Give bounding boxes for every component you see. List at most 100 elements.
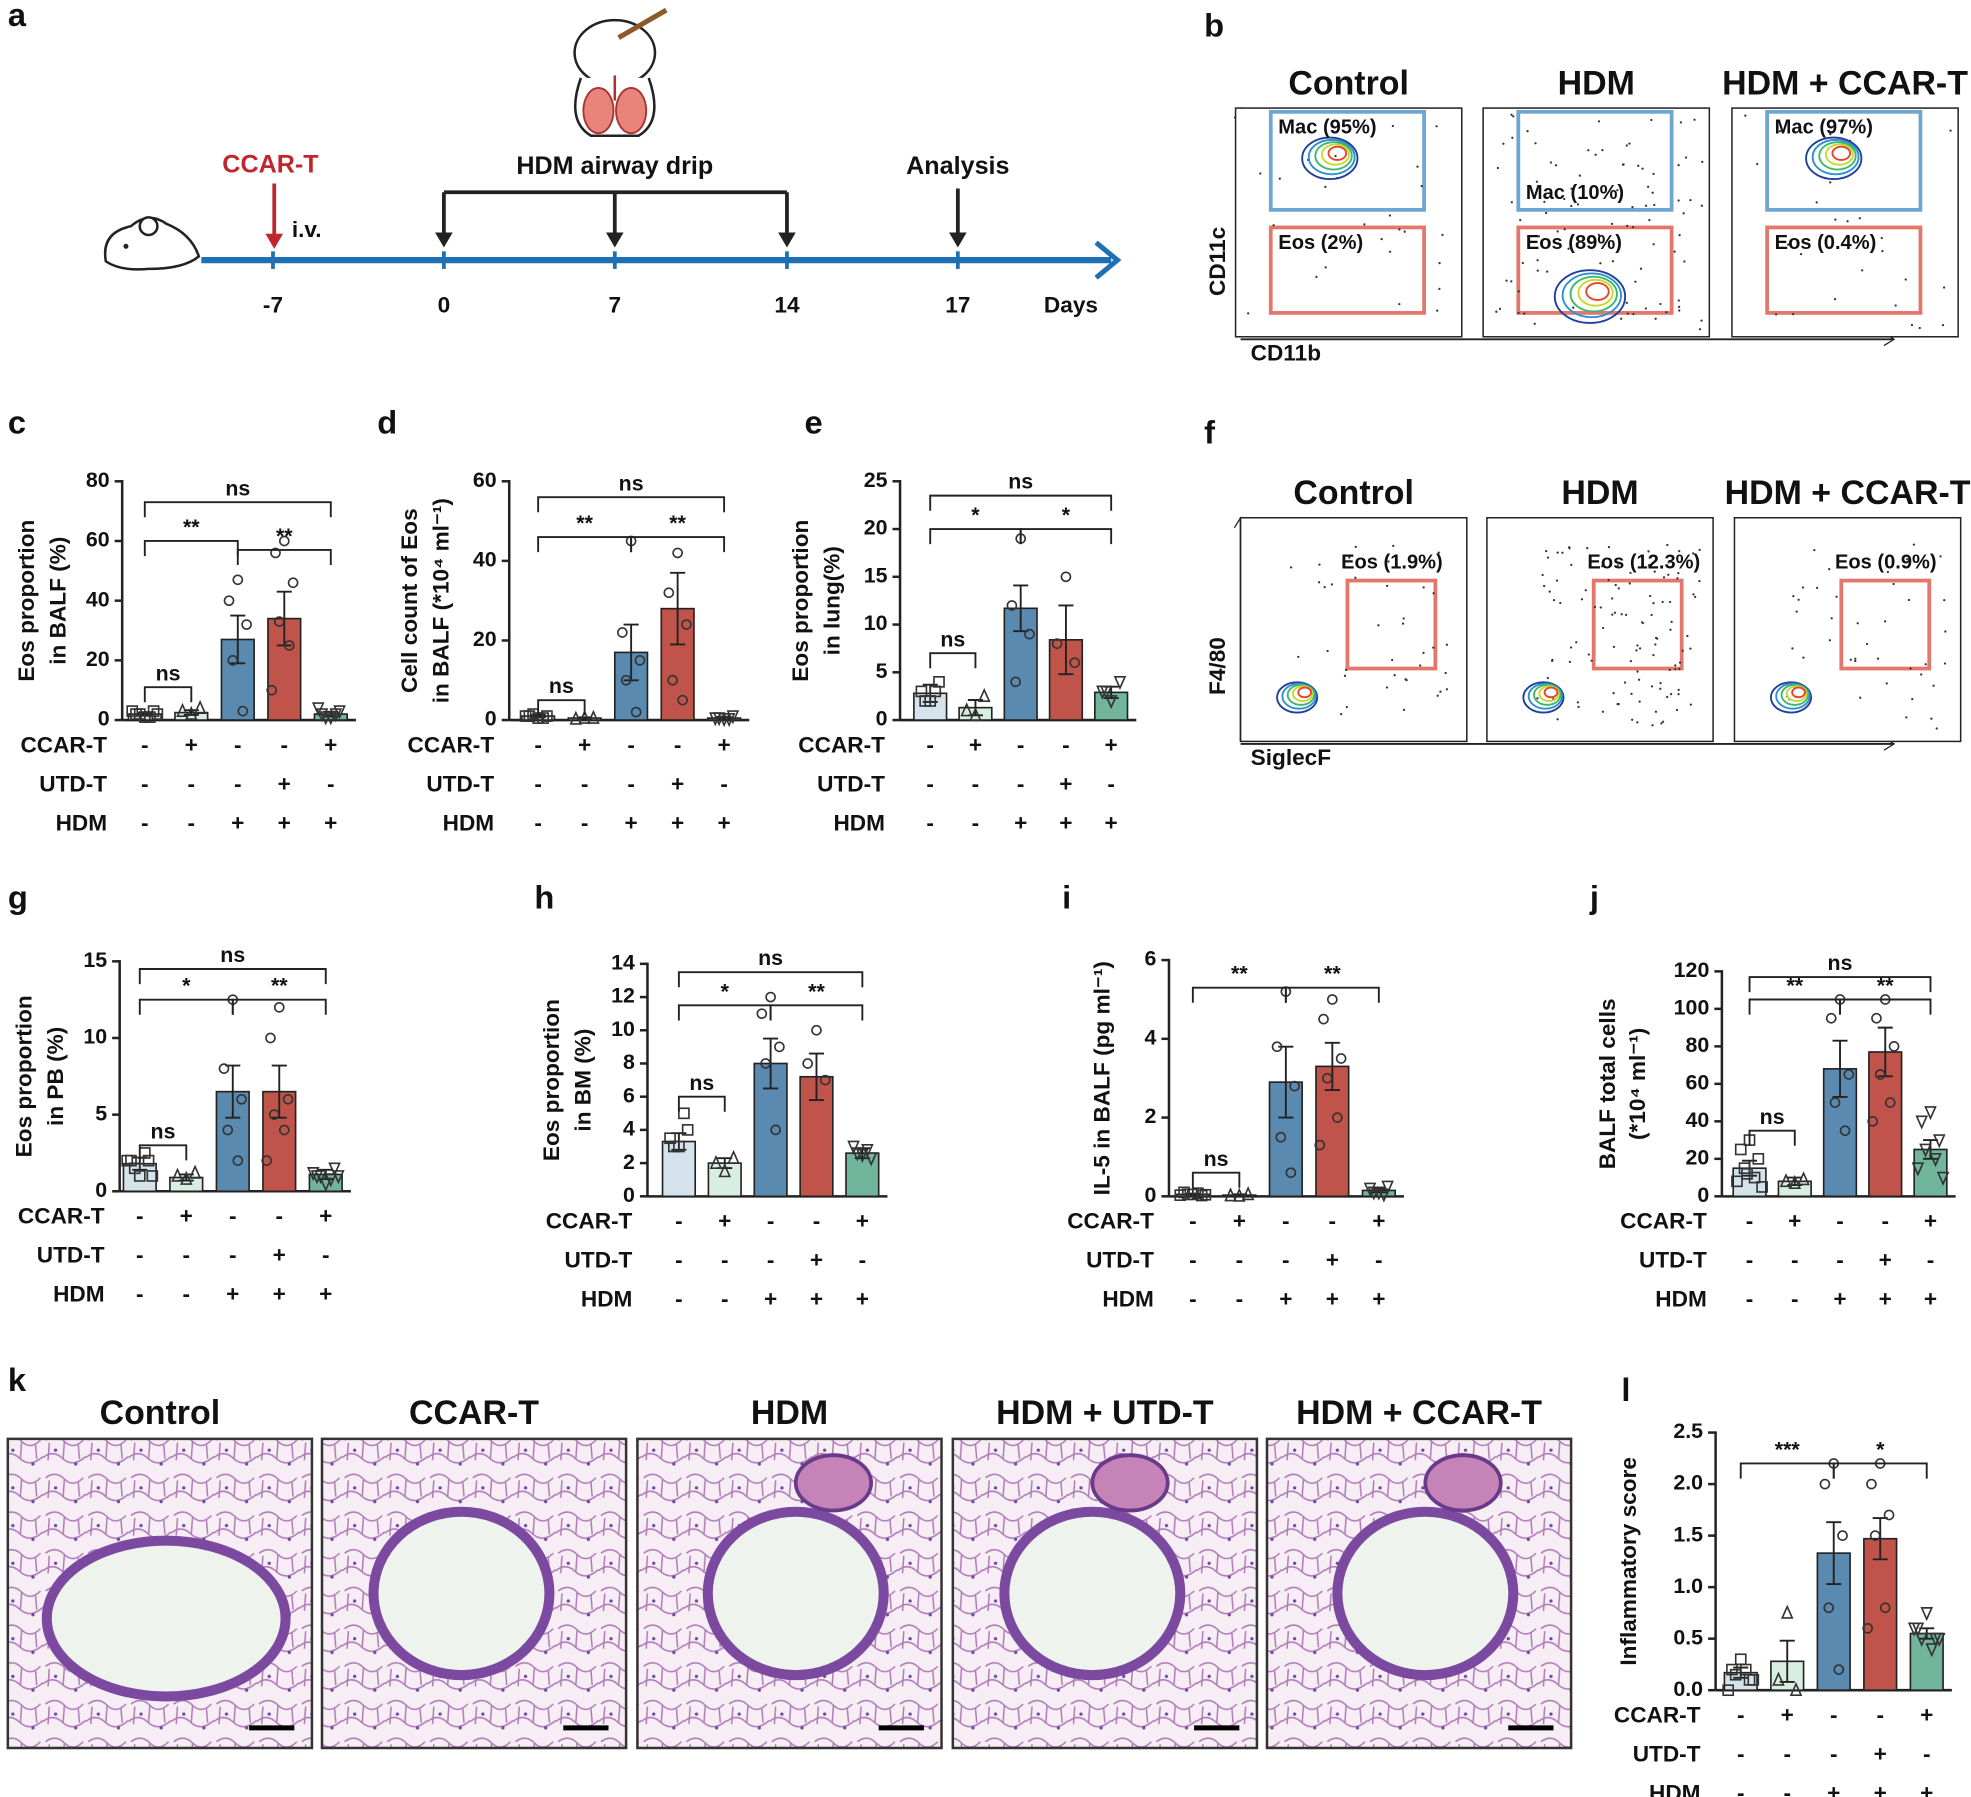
event-dot <box>1647 564 1651 567</box>
condition-value: - <box>1791 1287 1799 1312</box>
event-dot <box>1387 560 1390 563</box>
data-point <box>765 991 776 1003</box>
significance-label: ns <box>940 627 965 651</box>
condition-value: - <box>926 732 934 757</box>
event-dot <box>1641 167 1644 170</box>
condition-value: + <box>671 771 684 796</box>
y-tick-label: 25 <box>864 468 888 492</box>
event-dot <box>1636 644 1639 647</box>
significance-label: ns <box>549 674 574 698</box>
event-dot <box>1795 610 1798 613</box>
data-point <box>176 702 189 717</box>
event-dot <box>1698 548 1701 551</box>
condition-name: CCAR-T <box>798 732 885 757</box>
event-dot <box>1561 551 1564 554</box>
event-dot <box>1650 685 1654 688</box>
event-dot <box>1570 204 1573 208</box>
day-label: -7 <box>263 293 283 318</box>
condition-value: - <box>1927 1248 1935 1273</box>
event-dot <box>1678 661 1682 664</box>
condition-value: - <box>1375 1248 1383 1273</box>
significance-bracket <box>143 540 239 557</box>
y-tick-label: 0 <box>623 1183 635 1207</box>
contour <box>1320 143 1350 166</box>
data-point <box>726 710 740 725</box>
event-dot <box>1536 259 1539 262</box>
event-dot <box>1930 717 1933 720</box>
event-dot <box>1894 304 1897 307</box>
data-point <box>1024 628 1035 640</box>
data-point <box>1326 994 1338 1005</box>
data-point <box>569 710 583 725</box>
event-dot <box>1911 698 1914 701</box>
event-dot <box>1856 622 1859 625</box>
condition-value: + <box>969 732 982 757</box>
event-dot <box>1388 214 1392 217</box>
data-point <box>222 1124 234 1136</box>
condition-value: - <box>1783 1780 1791 1797</box>
data-point <box>519 710 532 722</box>
condition-value: - <box>141 771 149 796</box>
data-point <box>630 706 642 718</box>
bar <box>1863 1537 1898 1692</box>
event-dot <box>1495 310 1498 313</box>
event-dot <box>1639 267 1643 270</box>
event-dot <box>1542 584 1546 588</box>
event-dot <box>1567 546 1571 549</box>
condition-value: + <box>671 810 684 835</box>
condition-value: - <box>1746 1209 1754 1234</box>
data-point <box>143 711 156 723</box>
condition-value: - <box>534 810 542 835</box>
significance-bracket <box>537 536 633 553</box>
significance-label: ** <box>183 515 200 539</box>
event-dot <box>1632 313 1635 316</box>
data-point <box>1377 1188 1391 1203</box>
condition-value: + <box>1879 1287 1892 1312</box>
condition-value: - <box>1923 1741 1931 1766</box>
condition-name: HDM <box>53 1282 105 1307</box>
event-dot <box>1652 172 1655 176</box>
condition-value: - <box>721 1248 729 1273</box>
panel-letter: k <box>8 1361 27 1398</box>
condition-value: - <box>675 1248 683 1273</box>
arrow-head <box>265 233 284 249</box>
data-point <box>620 674 632 686</box>
inflammatory-infiltrate <box>1423 1453 1503 1513</box>
event-dot <box>1906 558 1909 561</box>
event-dot <box>1625 301 1628 305</box>
event-dot <box>1815 586 1819 590</box>
contour <box>1297 686 1313 699</box>
data-point <box>1825 1012 1837 1024</box>
y-tick-label: 14 <box>611 950 635 974</box>
event-dot <box>1354 576 1357 579</box>
significance-label: ** <box>808 979 825 1003</box>
contour <box>1577 278 1614 307</box>
error-bar <box>1324 1041 1340 1091</box>
event-dot <box>1568 660 1571 664</box>
event-dot <box>1548 590 1551 593</box>
data-point <box>1285 1167 1297 1179</box>
condition-name: UTD-T <box>426 771 494 796</box>
condition-value: - <box>136 1243 144 1268</box>
gate-label: Eos (0.4%) <box>1775 232 1877 254</box>
significance-label: ** <box>276 524 293 548</box>
event-dot <box>1534 142 1537 145</box>
y-tick-label: 60 <box>1686 1070 1710 1094</box>
event-dot <box>1692 593 1695 596</box>
event-dot <box>1433 563 1436 566</box>
contour <box>1281 682 1317 710</box>
data-point <box>1752 1152 1765 1165</box>
data-point <box>121 1154 134 1167</box>
data-point <box>1722 1684 1735 1697</box>
data-point <box>1275 1131 1287 1143</box>
data-point <box>1797 1171 1810 1186</box>
event-dot <box>1620 317 1623 320</box>
event-dot <box>1577 705 1580 708</box>
significance-label: ns <box>1008 470 1033 494</box>
condition-value: - <box>234 771 242 796</box>
event-dot <box>1324 266 1327 269</box>
event-dot <box>1601 565 1604 568</box>
event-dot <box>1667 573 1670 576</box>
significance-label: ns <box>1828 951 1853 975</box>
